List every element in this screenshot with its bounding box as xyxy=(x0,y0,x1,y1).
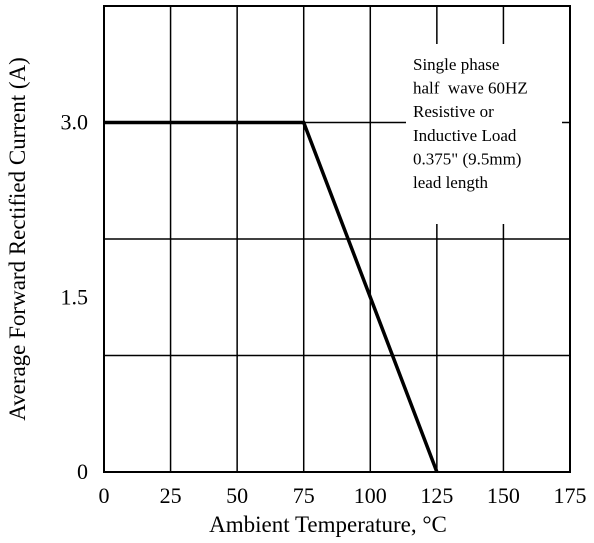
annotation-line: Single phase xyxy=(413,55,499,74)
annotation-text: Single phase half wave 60HZ Resistive or In… xyxy=(413,55,528,192)
x-tick-label: 75 xyxy=(293,483,315,508)
annotation-line: 0.375" (9.5mm) xyxy=(413,149,521,168)
y-axis-title: Average Forward Rectified Current (A) xyxy=(5,57,30,421)
series-group xyxy=(104,120,439,473)
plot-frame xyxy=(103,5,571,473)
annotation-line: Inductive Load xyxy=(413,126,517,145)
x-axis-title: Ambient Temperature, °C xyxy=(209,512,447,537)
x-tick-label: 125 xyxy=(420,483,453,508)
annotation-line: Resistive or xyxy=(413,102,494,121)
x-tick-label: 0 xyxy=(99,483,110,508)
annotation-line: lead length xyxy=(413,173,489,192)
y-tick-label: 3.0 xyxy=(61,110,89,135)
y-tick-label: 1.5 xyxy=(61,284,89,309)
derating-curve xyxy=(104,120,439,473)
x-tick-label: 100 xyxy=(354,483,387,508)
plot-border xyxy=(103,5,571,473)
annotation-box xyxy=(406,44,562,224)
x-tick-labels: 0 25 50 75 100 125 150 175 xyxy=(99,483,587,508)
x-tick-label: 175 xyxy=(554,483,587,508)
y-tick-label: 0 xyxy=(77,459,88,484)
x-tick-label: 150 xyxy=(487,483,520,508)
y-tick-labels: 0 1.5 3.0 xyxy=(61,110,89,485)
annotation-line: half wave 60HZ xyxy=(413,79,528,98)
x-tick-label: 50 xyxy=(226,483,248,508)
x-tick-label: 25 xyxy=(160,483,182,508)
